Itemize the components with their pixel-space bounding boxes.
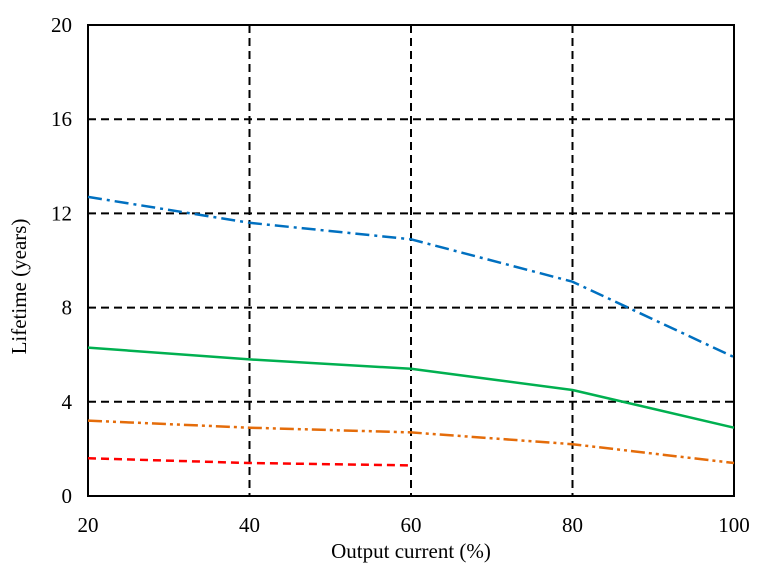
- series-line-1: [87, 195, 735, 359]
- x-tick-label: 20: [78, 513, 99, 537]
- x-tick-label: 60: [401, 513, 422, 537]
- plot-area-frame: [87, 24, 735, 497]
- y-tick-label: 8: [62, 296, 73, 320]
- y-tick-label: 12: [51, 201, 72, 225]
- x-tick-label: 40: [239, 513, 260, 537]
- x-tick-label: 100: [718, 513, 750, 537]
- y-tick-label: 20: [51, 13, 72, 37]
- y-tick-label: 0: [62, 484, 73, 508]
- series-group: [87, 195, 735, 467]
- y-tick-label: 16: [51, 107, 72, 131]
- series-line-4: [87, 457, 412, 467]
- series-line-3: [87, 419, 735, 465]
- x-axis-title: Output current (%): [331, 539, 491, 563]
- series-line-2: [87, 346, 735, 429]
- y-axis-title: Lifetime (years): [7, 219, 31, 355]
- x-tick-label: 80: [562, 513, 583, 537]
- tick-labels: 20 40 60 80 100 0 4 8 12 16 20: [51, 13, 750, 537]
- y-tick-label: 4: [62, 390, 73, 414]
